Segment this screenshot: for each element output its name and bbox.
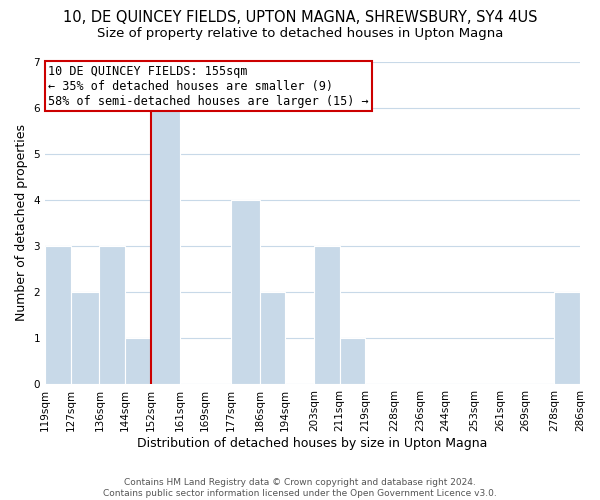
Bar (71, 292, 100, 384)
Bar (125, 338, 151, 384)
Text: 10, DE QUINCEY FIELDS, UPTON MAGNA, SHREWSBURY, SY4 4US: 10, DE QUINCEY FIELDS, UPTON MAGNA, SHRE… (63, 10, 537, 25)
Bar (260, 292, 285, 384)
Text: 10 DE QUINCEY FIELDS: 155sqm
← 35% of detached houses are smaller (9)
58% of sem: 10 DE QUINCEY FIELDS: 155sqm ← 35% of de… (48, 64, 369, 108)
Bar (554, 292, 580, 384)
Bar (100, 246, 125, 384)
X-axis label: Distribution of detached houses by size in Upton Magna: Distribution of detached houses by size … (137, 437, 488, 450)
Bar (231, 200, 260, 384)
Text: Size of property relative to detached houses in Upton Magna: Size of property relative to detached ho… (97, 28, 503, 40)
Bar (151, 108, 179, 384)
Text: Contains HM Land Registry data © Crown copyright and database right 2024.
Contai: Contains HM Land Registry data © Crown c… (103, 478, 497, 498)
Y-axis label: Number of detached properties: Number of detached properties (15, 124, 28, 322)
Bar (340, 338, 365, 384)
Bar (314, 246, 340, 384)
Bar (45, 246, 71, 384)
